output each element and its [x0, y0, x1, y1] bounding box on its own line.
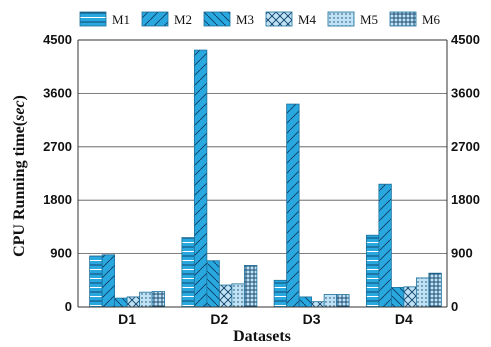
legend-swatch-m5	[327, 11, 355, 27]
bar-m3-d2	[206, 260, 220, 308]
legend-swatch-m2	[141, 11, 169, 27]
legend-label-m3: M3	[236, 12, 254, 27]
legend: M1 M2 M3 M4 M5 M6	[79, 11, 441, 27]
x-category-label: D2	[210, 311, 228, 327]
y-tick-right-label: 0	[451, 299, 458, 314]
y-tick-left-label: 1800	[43, 192, 72, 207]
bar-m1-d3	[273, 279, 288, 308]
y-tick-left-label: 3600	[43, 85, 72, 100]
bar-m5-d3	[323, 294, 338, 308]
x-category-label: D1	[118, 311, 136, 327]
bar-m6-d4	[428, 272, 442, 308]
bar-m4-d3	[311, 301, 325, 308]
y-tick-left-label: 2700	[43, 139, 72, 154]
bar-m1-d1	[89, 255, 103, 308]
x-category-labels: D1 D2 D3 D4	[118, 311, 413, 327]
bar-m1-d4	[365, 234, 380, 308]
y-ticks-left: 0 900 1800 2700 3600 4500	[43, 32, 72, 314]
y-tick-right-label: 3600	[451, 85, 480, 100]
legend-swatch-m6	[389, 11, 417, 27]
bar-m6-d2	[243, 265, 258, 308]
bar-m2-d4	[378, 183, 392, 308]
legend-label-m4: M4	[298, 12, 317, 27]
bar-m2-d1	[101, 254, 116, 308]
bar-m4-d4	[403, 286, 417, 308]
legend-label-m6: M6	[422, 12, 441, 27]
bar-m3-d1	[114, 297, 128, 308]
legend-label-m5: M5	[360, 12, 378, 27]
y-tick-left-label: 0	[65, 299, 72, 314]
bar-m4-d2	[218, 284, 233, 308]
bar-m3-d3	[298, 296, 313, 308]
bars	[89, 49, 442, 308]
y-axis-title: CPU Running time(sec)	[11, 95, 28, 257]
axes	[77, 39, 448, 308]
y-tick-left-label: 4500	[43, 32, 72, 47]
y-tick-right-label: 900	[451, 246, 473, 261]
x-category-label: D4	[395, 311, 413, 327]
legend-swatch-m1	[79, 11, 107, 27]
bar-m2-d3	[286, 103, 300, 308]
x-axis-title: Datasets	[233, 328, 291, 345]
x-category-label: D3	[303, 311, 321, 327]
y-tick-left-label: 900	[50, 246, 72, 261]
legend-label-m1: M1	[112, 12, 130, 27]
bar-m4-d1	[126, 296, 141, 308]
bar-m6-d1	[151, 291, 166, 308]
y-tick-right-label: 4500	[451, 32, 480, 47]
bar-m5-d1	[139, 291, 153, 308]
legend-swatch-m3	[203, 11, 231, 27]
legend-label-m2: M2	[174, 12, 192, 27]
y-tick-right-label: 2700	[451, 139, 480, 154]
bar-m6-d3	[336, 294, 350, 308]
y-tick-right-label: 1800	[451, 192, 480, 207]
y-ticks-right: 0 900 1800 2700 3600 4500	[451, 32, 480, 314]
bar-m1-d2	[181, 237, 195, 308]
legend-swatch-m4	[265, 11, 293, 27]
bar-m3-d4	[390, 287, 405, 308]
bar-m2-d2	[193, 49, 208, 308]
bar-m5-d2	[231, 283, 245, 308]
bar-m5-d4	[415, 277, 430, 308]
